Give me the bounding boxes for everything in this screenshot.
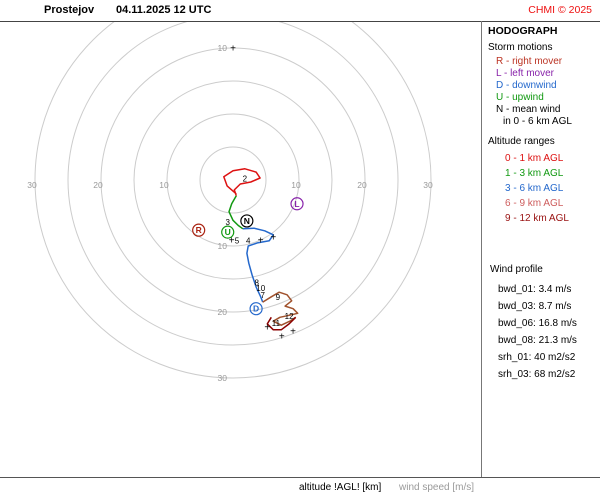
storm-marker-letter-R: R xyxy=(196,225,202,235)
cross-marker: + xyxy=(290,327,296,338)
header-divider-line xyxy=(0,21,600,22)
speed-ring-5 xyxy=(199,146,267,214)
axis-tick-label: 10 xyxy=(159,180,169,190)
axis-tick-label: 30 xyxy=(218,373,228,383)
wind-profile-bwd08: bwd_08: 21.3 m/s xyxy=(498,335,577,346)
storm-marker-letter-N: N xyxy=(244,216,250,226)
altitude-km-label-8: 8 xyxy=(255,278,260,287)
cross-marker: + xyxy=(229,236,235,247)
storm-marker-letter-U: U xyxy=(225,227,231,237)
footer-windspeed-label: wind speed [m/s] xyxy=(399,482,475,493)
vertical-divider-line xyxy=(481,21,482,477)
altitude-km-label-9: 9 xyxy=(276,293,281,302)
storm-marker-letter-D: D xyxy=(253,304,259,314)
altitude-km-label-10: 10 xyxy=(256,284,265,293)
cross-marker: + xyxy=(270,232,276,243)
altitude-km-label-12: 12 xyxy=(285,312,294,321)
speed-ring-30 xyxy=(34,22,432,379)
axis-tick-label: 10 xyxy=(218,43,228,53)
cross-marker: + xyxy=(279,331,285,342)
altitude-km-label-3: 3 xyxy=(225,218,230,227)
axis-tick-label: 20 xyxy=(357,180,367,190)
axis-tick-label: 20 xyxy=(93,180,103,190)
storm-motions-title: Storm motions xyxy=(488,42,553,53)
wind-profile-srh03: srh_03: 68 m2/s2 xyxy=(498,369,576,380)
wind-profile-bwd06: bwd_06: 16.8 m/s xyxy=(498,318,577,329)
altitude-ranges-title: Altitude ranges xyxy=(488,136,555,147)
footer-divider-line xyxy=(0,477,600,478)
axis-tick-label: 20 xyxy=(218,307,228,317)
wind-profile-title: Wind profile xyxy=(490,264,543,275)
speed-ring-20 xyxy=(100,47,366,313)
wind-profile-bwd03: bwd_03: 8.7 m/s xyxy=(498,301,572,312)
storm-marker-letter-L: L xyxy=(294,199,299,209)
cross-marker: + xyxy=(230,44,236,55)
altitude-range-item-13: 1 - 3 km AGL xyxy=(505,168,564,179)
station-name: Prostejov xyxy=(44,4,95,16)
storm-motion-item-l: L - left mover xyxy=(496,68,554,79)
wind-profile-bwd01: bwd_01: 3.4 m/s xyxy=(498,284,572,295)
copyright-notice: CHMI © 2025 xyxy=(528,4,592,16)
altitude-range-item-01: 0 - 1 km AGL xyxy=(505,153,564,164)
axis-tick-label: 30 xyxy=(27,180,37,190)
altitude-range-item-912: 9 - 12 km AGL xyxy=(505,213,569,224)
storm-motion-item-n-sub: in 0 - 6 km AGL xyxy=(503,116,572,127)
storm-marker-circle-D xyxy=(249,302,263,316)
altitude-km-label-2: 2 xyxy=(243,175,248,184)
storm-marker-circle-U xyxy=(221,225,235,239)
wind-trace-4 xyxy=(266,316,297,331)
wind-profile-srh01: srh_01: 40 m2/s2 xyxy=(498,352,576,363)
storm-motion-item-d: D - downwind xyxy=(496,80,557,91)
altitude-km-label-5: 5 xyxy=(235,237,240,246)
altitude-km-label-11: 11 xyxy=(272,319,281,328)
cross-marker: + xyxy=(258,236,264,247)
axis-tick-label: 10 xyxy=(291,180,301,190)
speed-ring-10 xyxy=(166,113,300,247)
cross-marker: + xyxy=(264,323,270,334)
speed-ring-25 xyxy=(67,22,399,346)
axis-tick-label: 30 xyxy=(423,180,433,190)
storm-marker-circle-R xyxy=(192,223,206,237)
panel-title: HODOGRAPH xyxy=(488,25,558,37)
storm-motion-item-n: N - mean wind xyxy=(496,104,561,115)
header-datetime: 04.11.2025 12 UTC xyxy=(116,4,212,16)
altitude-km-label-7: 7 xyxy=(260,291,265,300)
wind-trace-1 xyxy=(228,195,244,230)
storm-marker-circle-L xyxy=(290,197,304,211)
altitude-km-label-4: 4 xyxy=(246,237,251,246)
storm-motion-item-r: R - right mover xyxy=(496,56,563,67)
speed-ring-15 xyxy=(133,80,333,280)
wind-trace-2 xyxy=(242,227,275,303)
wind-trace-3 xyxy=(262,291,299,326)
axis-tick-label: 10 xyxy=(218,241,228,251)
altitude-range-item-36: 3 - 6 km AGL xyxy=(505,183,564,194)
wind-trace-0 xyxy=(223,168,261,197)
storm-motion-item-u: U - upwind xyxy=(496,92,544,103)
altitude-range-item-69: 6 - 9 km AGL xyxy=(505,198,564,209)
legend-sidebar: HODOGRAPH Storm motions R - right mover … xyxy=(482,22,600,477)
storm-marker-circle-N xyxy=(240,214,254,228)
footer-altitude-label: altitude !AGL! [km] xyxy=(299,482,382,493)
